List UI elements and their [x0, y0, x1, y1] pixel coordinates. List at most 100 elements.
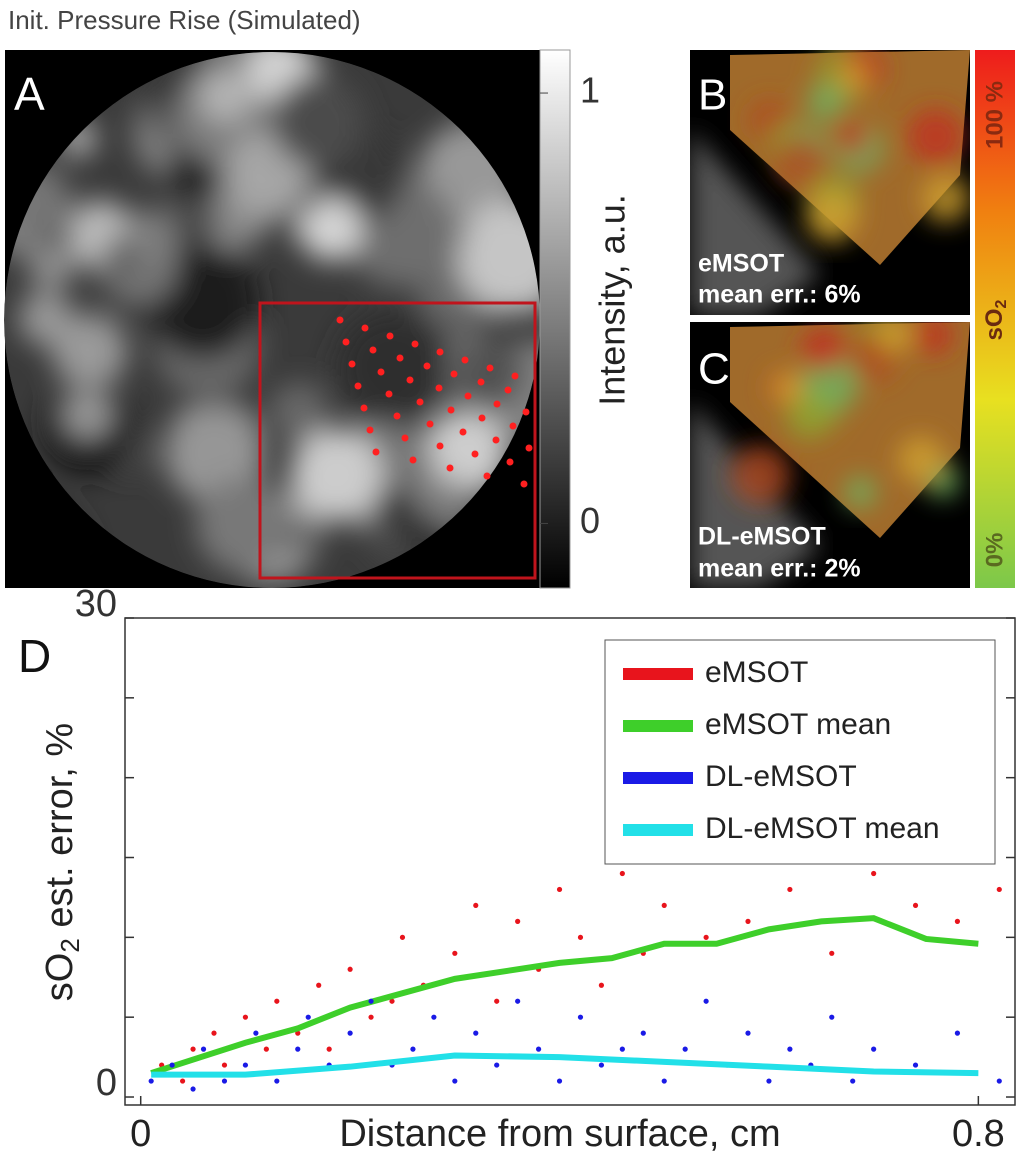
data-point: [598, 982, 605, 988]
colorbar-top-label: 100 %: [981, 81, 1008, 149]
data-point: [368, 998, 374, 1004]
panel-letter: C: [698, 345, 730, 394]
data-point: [787, 886, 793, 893]
legend-label: DL-eMSOT mean: [705, 812, 940, 845]
data-point: [452, 1078, 458, 1084]
roi-dot: [486, 364, 494, 372]
blob: [456, 199, 540, 312]
data-point: [190, 1086, 196, 1092]
data-point: [556, 886, 563, 893]
roi-dot: [461, 356, 469, 364]
data-point: [221, 1062, 228, 1068]
mean-line: [150, 915, 979, 1076]
data-point: [640, 1030, 646, 1036]
method-label: eMSOT: [698, 250, 784, 278]
colorbar-label: sO2: [981, 299, 1010, 340]
roi-dot: [478, 414, 486, 422]
so2-blob: [907, 108, 964, 165]
panel-letter: A: [14, 68, 45, 120]
data-point: [515, 918, 521, 924]
roi-dot: [348, 360, 356, 368]
blob: [169, 198, 219, 248]
panel-title: Init. Pressure Rise (Simulated): [8, 5, 361, 35]
data-point: [829, 950, 835, 956]
roi-dot: [360, 404, 368, 412]
roi-dot: [450, 370, 458, 378]
roi-dot: [423, 362, 431, 370]
roi-points: [336, 316, 533, 488]
data-point: [410, 1046, 416, 1052]
data-point: [316, 982, 322, 988]
so2-blobs: [730, 322, 961, 509]
x-tick-label: 0: [130, 1113, 151, 1155]
roi-dot: [446, 464, 454, 472]
roi-dot: [386, 332, 394, 340]
ylabel-main: sO: [39, 953, 81, 1002]
roi-dot: [435, 384, 443, 392]
roi-dot: [361, 324, 369, 332]
tissue: [690, 130, 820, 315]
roi-dot: [385, 390, 393, 398]
roi-dot: [366, 426, 374, 434]
data-point: [682, 1046, 688, 1052]
data-point: [347, 1030, 353, 1036]
roi-dot: [377, 368, 385, 376]
roi-dot: [393, 412, 401, 420]
roi-dot: [492, 436, 500, 444]
so2-blob: [776, 134, 826, 185]
so2-blob: [730, 445, 791, 505]
data-point: [745, 1030, 751, 1036]
so2-blobs: [749, 50, 970, 244]
data-point: [253, 1030, 259, 1036]
error-label: mean err.: 6%: [698, 281, 861, 309]
data-point: [389, 998, 395, 1004]
data-point: [996, 886, 1002, 893]
roi-dot: [483, 472, 491, 480]
legend-label: eMSOT: [705, 656, 808, 689]
label-sub: 2: [993, 299, 1010, 308]
y-tick-label: 0: [96, 1062, 117, 1104]
data-point: [494, 1062, 500, 1068]
data-point: [766, 1078, 772, 1084]
colorbar-tick-label: 1: [580, 70, 600, 111]
data-point: [274, 998, 280, 1004]
data-point: [169, 1062, 175, 1068]
data-point: [703, 934, 709, 940]
data-point: [556, 1078, 563, 1084]
data-point: [179, 1078, 186, 1084]
roi-dot: [447, 406, 455, 414]
roi-dot: [525, 444, 533, 452]
data-point: [829, 1014, 835, 1020]
data-point: [326, 1046, 332, 1052]
axes-box: [124, 617, 1016, 1106]
blob: [289, 428, 383, 522]
roi-dot: [336, 316, 344, 324]
roi-dot: [504, 386, 512, 394]
data-point: [996, 1078, 1002, 1084]
so2-blob: [897, 436, 945, 484]
data-point: [850, 1078, 856, 1084]
y-tick-label: 30: [75, 583, 117, 625]
roi-dot: [459, 428, 467, 436]
data-point: [473, 1030, 479, 1036]
roi-dot: [436, 348, 444, 356]
roi-dot: [342, 338, 350, 346]
panel-letter: B: [698, 71, 727, 120]
so2-map-b: [690, 50, 970, 315]
data-point: [661, 1078, 667, 1084]
so2-blob: [805, 190, 859, 244]
so2-blob: [785, 393, 832, 440]
data-point: [912, 902, 919, 909]
data-point: [305, 1014, 311, 1020]
roi-dot: [436, 442, 444, 450]
so2-blob: [875, 322, 914, 353]
error-label: mean err.: 2%: [698, 555, 861, 583]
roi-dot: [477, 378, 485, 386]
colorbar-bottom-label: 0%: [981, 533, 1008, 568]
roi-box: [258, 301, 537, 580]
data-point: [954, 918, 961, 924]
data-point: [263, 1046, 269, 1052]
intensity-colorbar: [539, 49, 571, 589]
panel-letter: D: [18, 630, 51, 682]
blob: [195, 477, 290, 572]
